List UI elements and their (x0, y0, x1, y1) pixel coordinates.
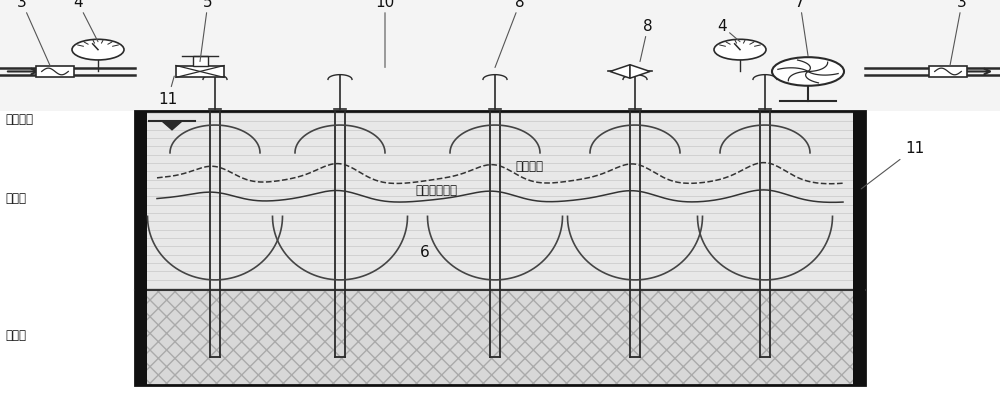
Polygon shape (162, 121, 182, 130)
Polygon shape (630, 65, 650, 78)
Circle shape (714, 39, 766, 60)
Text: 5: 5 (200, 0, 213, 62)
Bar (135, 111, 147, 385)
Circle shape (772, 57, 844, 86)
Text: 隔水层: 隔水层 (5, 329, 26, 342)
Bar (0, 0, 1000, 111)
Bar (192, 56, 208, 66)
Bar (929, 66, 967, 77)
Text: 11: 11 (158, 76, 177, 107)
Text: 8: 8 (495, 0, 525, 67)
Bar (135, 111, 865, 290)
Text: 3: 3 (950, 0, 967, 66)
Text: 地下水位: 地下水位 (5, 113, 33, 125)
Text: 3: 3 (17, 0, 50, 66)
Bar (135, 290, 865, 385)
Text: 10: 10 (375, 0, 395, 67)
Polygon shape (610, 65, 630, 78)
Text: 4: 4 (717, 19, 740, 42)
Text: 含水层: 含水层 (5, 192, 26, 205)
Text: 11: 11 (861, 141, 924, 189)
Text: 8: 8 (640, 19, 653, 62)
Bar (176, 66, 224, 77)
Text: 4: 4 (73, 0, 98, 42)
Text: 污染深度: 污染深度 (515, 160, 543, 173)
Bar (853, 111, 865, 385)
Bar (36, 66, 74, 77)
Circle shape (72, 39, 124, 60)
Bar (135, 111, 865, 385)
Text: 6: 6 (420, 245, 430, 260)
Text: 设计修复深度: 设计修复深度 (415, 183, 457, 197)
Text: 7: 7 (795, 0, 808, 56)
Bar (135, 290, 865, 385)
